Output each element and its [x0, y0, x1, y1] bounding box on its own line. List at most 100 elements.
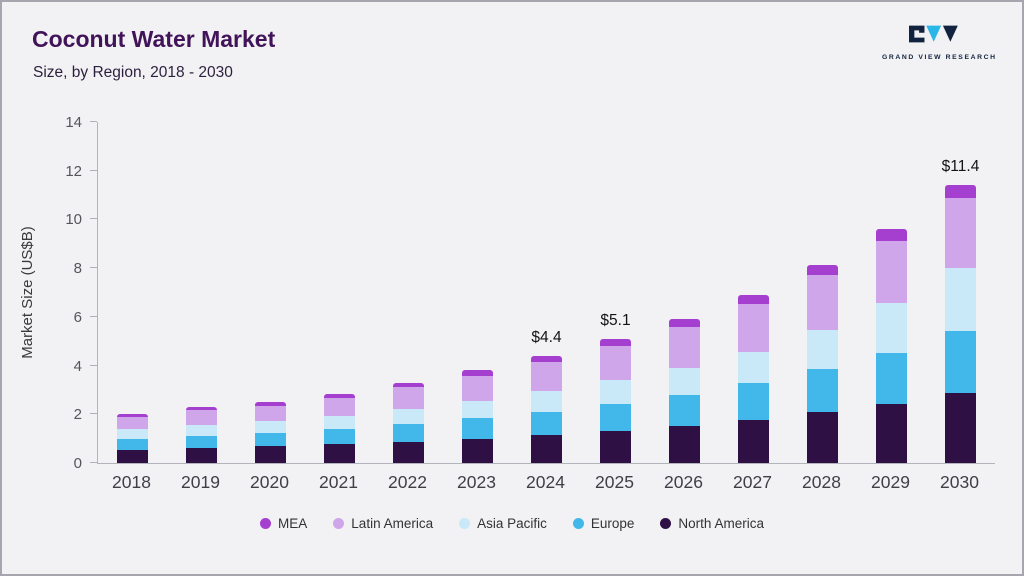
bar-segment-north-america — [186, 447, 217, 463]
bar-segment-north-america — [876, 403, 907, 463]
bar-segment-europe — [669, 394, 700, 426]
bar-total-label-2024: $4.4 — [531, 328, 562, 346]
bar-segment-asia-pacific — [669, 367, 700, 395]
legend-item-north-america: North America — [660, 516, 764, 531]
bar-segment-mea — [945, 185, 976, 198]
bar-segment-europe — [600, 404, 631, 431]
bar-segment-north-america — [600, 430, 631, 463]
x-tick-label-2023: 2023 — [457, 472, 496, 492]
bar-segment-north-america — [945, 392, 976, 463]
stacked-bar-2023 — [462, 370, 493, 463]
bar-total-label-2030: $11.4 — [941, 158, 980, 176]
bar-segment-mea — [531, 355, 562, 362]
bar-segment-latin-america — [669, 327, 700, 368]
bar-segment-europe — [393, 424, 424, 442]
bar-segment-north-america — [255, 446, 286, 463]
plot-area: $4.4 $5.1 $11.4 — [97, 122, 995, 464]
x-tick-label-2020: 2020 — [250, 472, 289, 492]
legend-item-mea: MEA — [260, 516, 307, 531]
bar-slot-2030 — [926, 122, 995, 463]
bar-segment-asia-pacific — [531, 391, 562, 412]
bar-segment-asia-pacific — [600, 380, 631, 405]
x-axis: 2018 2019 2020 2021 2022 2023 2024 2025 2026 2027… — [97, 472, 994, 493]
stacked-bar-2018 — [117, 414, 148, 463]
legend-dot — [333, 518, 345, 529]
y-tick-label: 2 — [73, 406, 82, 424]
stacked-bar-2021 — [324, 393, 355, 463]
y-tick-mark — [90, 169, 97, 171]
bar-segment-asia-pacific — [738, 351, 769, 384]
stacked-bar-2027 — [738, 294, 769, 463]
bar-segment-mea — [117, 414, 148, 417]
x-tick-label-2029: 2029 — [871, 472, 910, 492]
bar-segment-north-america — [738, 419, 769, 463]
bar-segment-latin-america — [876, 240, 907, 303]
bar-segment-north-america — [393, 441, 424, 463]
bar-segment-mea — [669, 319, 700, 328]
bar-segment-mea — [186, 407, 217, 411]
bar-segment-north-america — [462, 438, 493, 463]
bar-segment-latin-america — [324, 397, 355, 416]
y-tick-label: 8 — [73, 260, 82, 278]
x-tick-label-2027: 2027 — [733, 472, 772, 492]
bar-segment-europe — [462, 418, 493, 439]
legend-dot — [260, 518, 272, 529]
bar-slot-2020 — [236, 122, 305, 463]
bar-segment-north-america — [117, 449, 148, 463]
stacked-bar-2020 — [255, 402, 286, 463]
bar-segment-asia-pacific — [186, 424, 217, 436]
bar-segment-latin-america — [738, 303, 769, 352]
page-title: Coconut Water Market — [32, 26, 276, 52]
bar-segment-mea — [876, 229, 907, 241]
bar-slot-2029 — [857, 122, 926, 463]
y-tick-label: 6 — [73, 308, 82, 326]
stacked-bar-2022 — [393, 382, 424, 463]
bar-segment-asia-pacific — [255, 421, 286, 434]
bar-segment-latin-america — [600, 345, 631, 381]
stacked-bar-2025 — [600, 338, 631, 463]
bar-segment-asia-pacific — [945, 268, 976, 332]
x-tick-label-2021: 2021 — [319, 472, 358, 492]
bar-segment-europe — [807, 369, 838, 413]
bar-segment-north-america — [807, 412, 838, 463]
legend-dot — [572, 518, 584, 529]
bar-segment-europe — [738, 383, 769, 420]
y-tick-label: 14 — [65, 114, 82, 131]
page-subtitle: Size, by Region, 2018 - 2030 — [33, 64, 233, 81]
bar-slot-2022 — [374, 122, 443, 463]
y-tick-mark — [90, 267, 97, 269]
legend-label: Latin America — [351, 516, 434, 531]
y-tick-label: 0 — [73, 455, 82, 472]
bar-slot-2028 — [788, 122, 857, 463]
bar-segment-asia-pacific — [807, 330, 838, 369]
bar-segment-latin-america — [186, 410, 217, 425]
bar-segment-north-america — [669, 425, 700, 463]
bar-segment-mea — [255, 402, 286, 406]
bar-segment-asia-pacific — [117, 428, 148, 439]
chart-legend: MEA Latin America Asia Pacific Europe North … — [2, 516, 1022, 531]
stacked-bar-2026 — [669, 319, 700, 463]
legend-item-latin-america: Latin America — [333, 516, 433, 531]
legend-label: North America — [678, 516, 764, 531]
bar-segment-latin-america — [117, 416, 148, 429]
bar-slot-2019 — [167, 122, 236, 463]
y-tick-mark — [90, 462, 97, 463]
x-tick-label-2024: 2024 — [526, 472, 565, 492]
bar-segment-latin-america — [945, 197, 976, 269]
bar-segment-europe — [186, 435, 217, 448]
y-tick-mark — [90, 413, 97, 415]
y-tick-label: 12 — [65, 162, 82, 180]
bar-segment-mea — [393, 382, 424, 388]
bar-segment-europe — [255, 433, 286, 447]
bar-segment-mea — [462, 370, 493, 376]
bar-slot-2023 — [443, 122, 512, 463]
bar-slot-2027 — [719, 122, 788, 463]
bar-segment-asia-pacific — [393, 408, 424, 425]
x-tick-label-2025: 2025 — [595, 472, 634, 492]
y-tick-mark — [90, 315, 97, 317]
bar-segment-europe — [117, 438, 148, 450]
legend-dot — [459, 518, 471, 529]
bar-segment-europe — [876, 352, 907, 404]
legend-dot — [660, 518, 672, 529]
bar-segment-latin-america — [531, 361, 562, 392]
